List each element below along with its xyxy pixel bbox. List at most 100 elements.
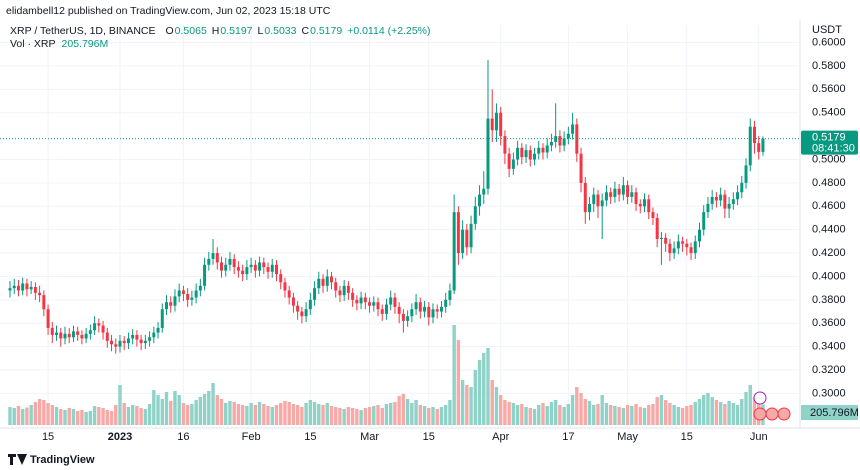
candle-body — [439, 306, 443, 312]
volume-bar — [304, 403, 308, 425]
candle-body — [304, 309, 308, 317]
candle-body — [516, 147, 520, 160]
y-tick-label: 0.4200 — [812, 247, 846, 259]
legend-key: H — [212, 25, 220, 37]
candle-body — [143, 340, 147, 344]
candle-body — [494, 112, 498, 131]
volume-bar — [185, 405, 190, 425]
volume-bar — [109, 411, 114, 425]
volume-bar — [706, 393, 710, 425]
candle-body — [621, 185, 625, 195]
candle-body — [287, 290, 291, 298]
candle-body — [435, 309, 439, 312]
candle-body — [274, 264, 278, 275]
volume-bar — [97, 407, 101, 425]
volume-bar — [473, 370, 477, 425]
candle-body — [376, 302, 380, 310]
volume-bar — [59, 409, 63, 425]
event-icon[interactable] — [753, 391, 767, 405]
volume-bar — [114, 405, 118, 425]
x-tick-label: 15 — [681, 431, 693, 443]
volume-bar — [321, 405, 325, 425]
volume-bar — [12, 408, 16, 425]
candle-body — [253, 264, 257, 271]
volume-bar — [270, 407, 274, 425]
symbol: XRP / TetherUS, 1D, BINANCE — [10, 25, 156, 37]
candle-body — [706, 203, 710, 213]
volume-bar — [600, 395, 604, 425]
candle-body — [211, 253, 215, 259]
volume-bar — [748, 385, 752, 425]
volume-bar — [300, 407, 304, 425]
candle-body — [258, 262, 262, 271]
event-icon[interactable] — [777, 407, 791, 421]
volume-bar — [147, 404, 152, 425]
candle-body — [283, 282, 287, 291]
candle-body — [148, 337, 152, 341]
x-tick-label: 17 — [562, 431, 574, 443]
x-tick-label: 16 — [177, 431, 189, 443]
volume-bar — [63, 410, 67, 425]
volume-bar — [498, 395, 503, 425]
candle-body — [249, 264, 253, 268]
volume-bar — [613, 406, 617, 425]
volume-bar — [367, 407, 372, 425]
candle-body — [655, 217, 659, 240]
volume-bar — [25, 407, 29, 425]
candle-body — [270, 264, 274, 272]
candle-body — [664, 237, 668, 244]
event-icon[interactable] — [753, 407, 767, 421]
logo — [8, 454, 27, 465]
volume-bar — [553, 400, 558, 425]
candle-body — [76, 331, 80, 335]
candle-body — [681, 241, 685, 244]
candle-body — [207, 258, 211, 265]
volume-bar — [177, 395, 181, 425]
candle-body — [558, 136, 562, 146]
candle-body — [626, 185, 630, 197]
candle-body — [748, 126, 752, 166]
volume-bar — [621, 408, 626, 425]
candle-body — [389, 297, 393, 305]
candle-body — [431, 309, 435, 318]
volume-bar — [363, 408, 368, 425]
candle-body — [545, 145, 549, 153]
candle-body — [308, 299, 312, 310]
y-tick-label: 0.5400 — [812, 107, 846, 119]
volume-bar — [291, 404, 296, 425]
volume-bar — [181, 403, 186, 425]
x-tick-label: 15 — [304, 431, 316, 443]
candle-body — [88, 330, 92, 334]
footer-brand: TradingView — [30, 454, 95, 466]
candle-body — [579, 153, 583, 183]
candle-body — [638, 203, 642, 207]
volume-bar — [376, 405, 380, 425]
volume-bar — [393, 402, 397, 425]
y-tick-label: 0.3600 — [812, 317, 846, 329]
volume-bar — [380, 408, 384, 425]
volume-bar — [164, 392, 169, 425]
volume-bar — [435, 409, 439, 425]
candle-body — [8, 288, 12, 291]
volume-bar — [422, 406, 427, 425]
volume-bar — [139, 408, 143, 425]
x-tick-label: Feb — [242, 431, 261, 443]
candle-body — [541, 147, 545, 153]
x-tick-label: May — [617, 431, 638, 443]
candle-body — [384, 304, 388, 314]
volume-bar — [92, 406, 97, 425]
legend-value: +0.0114 (+2.25%) — [347, 25, 430, 37]
candle-body — [177, 290, 181, 297]
candle-body — [596, 194, 600, 207]
y-tick-label: 0.3200 — [812, 364, 846, 376]
candle-body — [63, 333, 67, 339]
volume-bar — [249, 403, 253, 425]
volume-label-bg — [801, 405, 858, 420]
volume-bar — [202, 394, 207, 425]
event-icon[interactable] — [765, 407, 779, 421]
candle-body — [198, 285, 202, 291]
candle-body — [321, 278, 325, 286]
candle-body — [12, 285, 16, 289]
